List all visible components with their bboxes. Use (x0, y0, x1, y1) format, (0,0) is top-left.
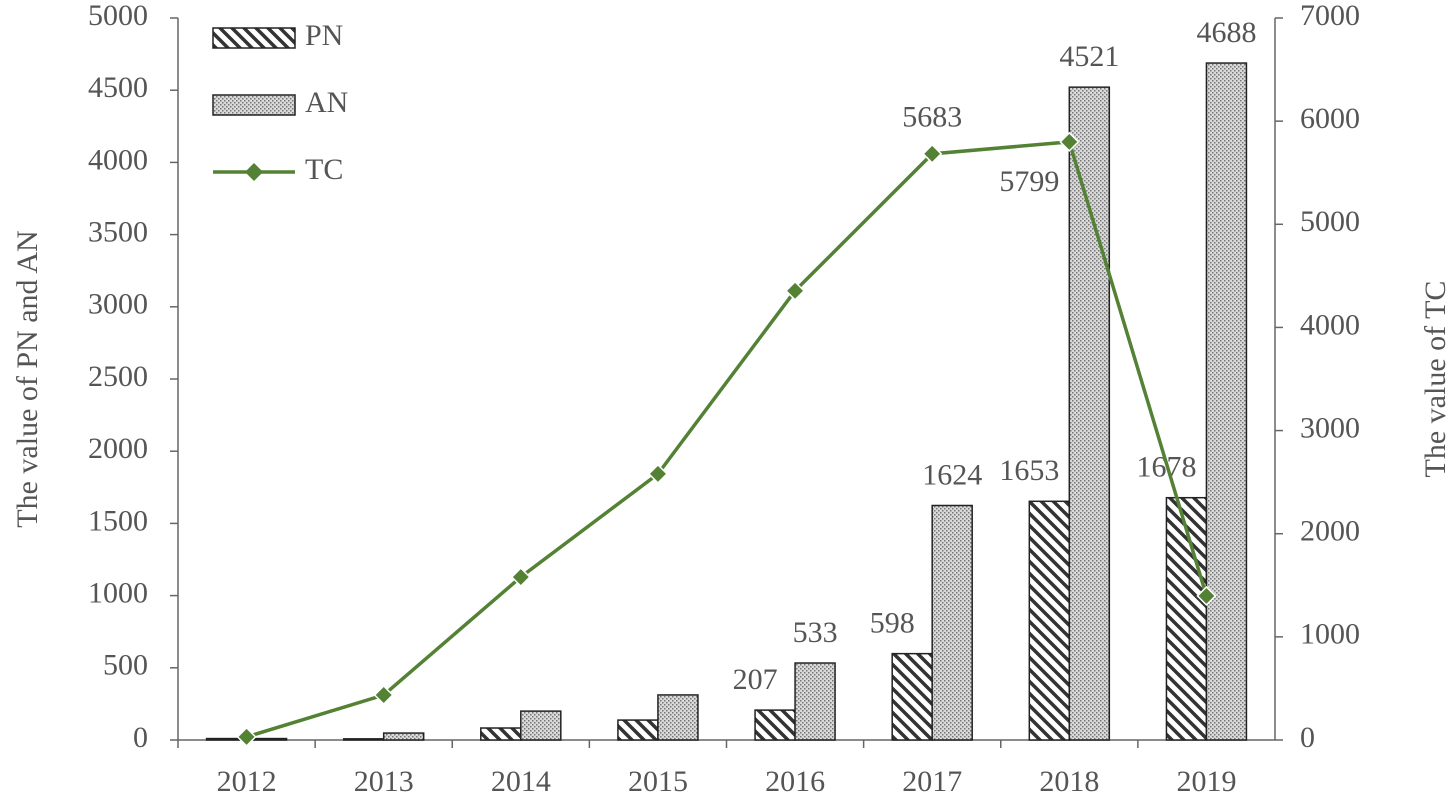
bar (931, 504, 973, 741)
x-tick-label: 2012 (217, 765, 277, 798)
bar (520, 710, 562, 741)
x-tick-label: 2013 (354, 765, 414, 798)
data-label: 4521 (1059, 40, 1119, 73)
bar (1205, 62, 1248, 741)
y-tick-label: 0 (133, 721, 148, 754)
legend-swatch (212, 27, 296, 49)
y2-tick-label: 7000 (1300, 0, 1360, 32)
x-tick-label: 2019 (1176, 765, 1236, 798)
y2-tick-label: 3000 (1300, 411, 1360, 444)
x-tick-label: 2015 (628, 765, 688, 798)
bar (1068, 86, 1111, 741)
y2-tick-label: 4000 (1300, 308, 1360, 341)
marker (510, 566, 531, 588)
data-label: 4688 (1196, 16, 1256, 49)
bar (617, 719, 659, 741)
y-tick-label: 1500 (88, 504, 148, 537)
legend-label: AN (305, 86, 348, 119)
marker (236, 726, 257, 747)
y2-tick-label: 0 (1300, 721, 1315, 754)
y-tick-label: 1000 (88, 576, 148, 609)
y-tick-label: 2000 (88, 432, 148, 465)
x-tick-label: 2018 (1039, 765, 1099, 798)
y2-tick-label: 1000 (1300, 618, 1360, 651)
marker (785, 280, 806, 301)
data-label: 1653 (999, 454, 1059, 487)
bar (1028, 500, 1071, 741)
y2-tick-label: 5000 (1300, 205, 1360, 238)
y-tick-label: 3500 (88, 215, 148, 248)
marker (647, 463, 668, 484)
legend-label: TC (305, 153, 343, 186)
bar (342, 738, 385, 741)
data-label: 5799 (999, 165, 1059, 198)
data-label: 598 (870, 607, 915, 640)
line (246, 140, 1209, 739)
y-tick-label: 4000 (88, 143, 148, 176)
bar (480, 727, 522, 741)
data-label: 207 (733, 663, 778, 696)
legend-swatch (212, 94, 296, 116)
y-tick-label: 3000 (88, 288, 148, 321)
y2-tick-label: 2000 (1300, 515, 1360, 548)
y2-tick-label: 6000 (1300, 102, 1360, 135)
marker (373, 684, 394, 706)
bar (794, 662, 836, 741)
x-tick-label: 2017 (902, 765, 962, 798)
bar (382, 732, 425, 741)
marker (922, 143, 943, 164)
y-tick-label: 4500 (88, 71, 148, 104)
bar (891, 652, 933, 741)
y-tick-label: 500 (103, 649, 148, 682)
y-axis-title: The value of PN and AN (11, 230, 44, 527)
y-tick-label: 2500 (88, 360, 148, 393)
y2-axis-title: The value of TC (1419, 281, 1452, 478)
x-tick-label: 2014 (491, 765, 551, 798)
legend-marker (245, 163, 263, 181)
data-label: 533 (793, 616, 838, 649)
legend-label: PN (305, 19, 343, 52)
data-label: 5683 (902, 101, 962, 134)
marker (1059, 131, 1080, 152)
x-tick-label: 2016 (765, 765, 825, 798)
data-label: 1624 (922, 458, 982, 491)
bar (1165, 496, 1208, 741)
bar (754, 709, 796, 741)
marker (1196, 585, 1217, 606)
bar (657, 694, 699, 741)
y-tick-label: 5000 (88, 0, 148, 32)
